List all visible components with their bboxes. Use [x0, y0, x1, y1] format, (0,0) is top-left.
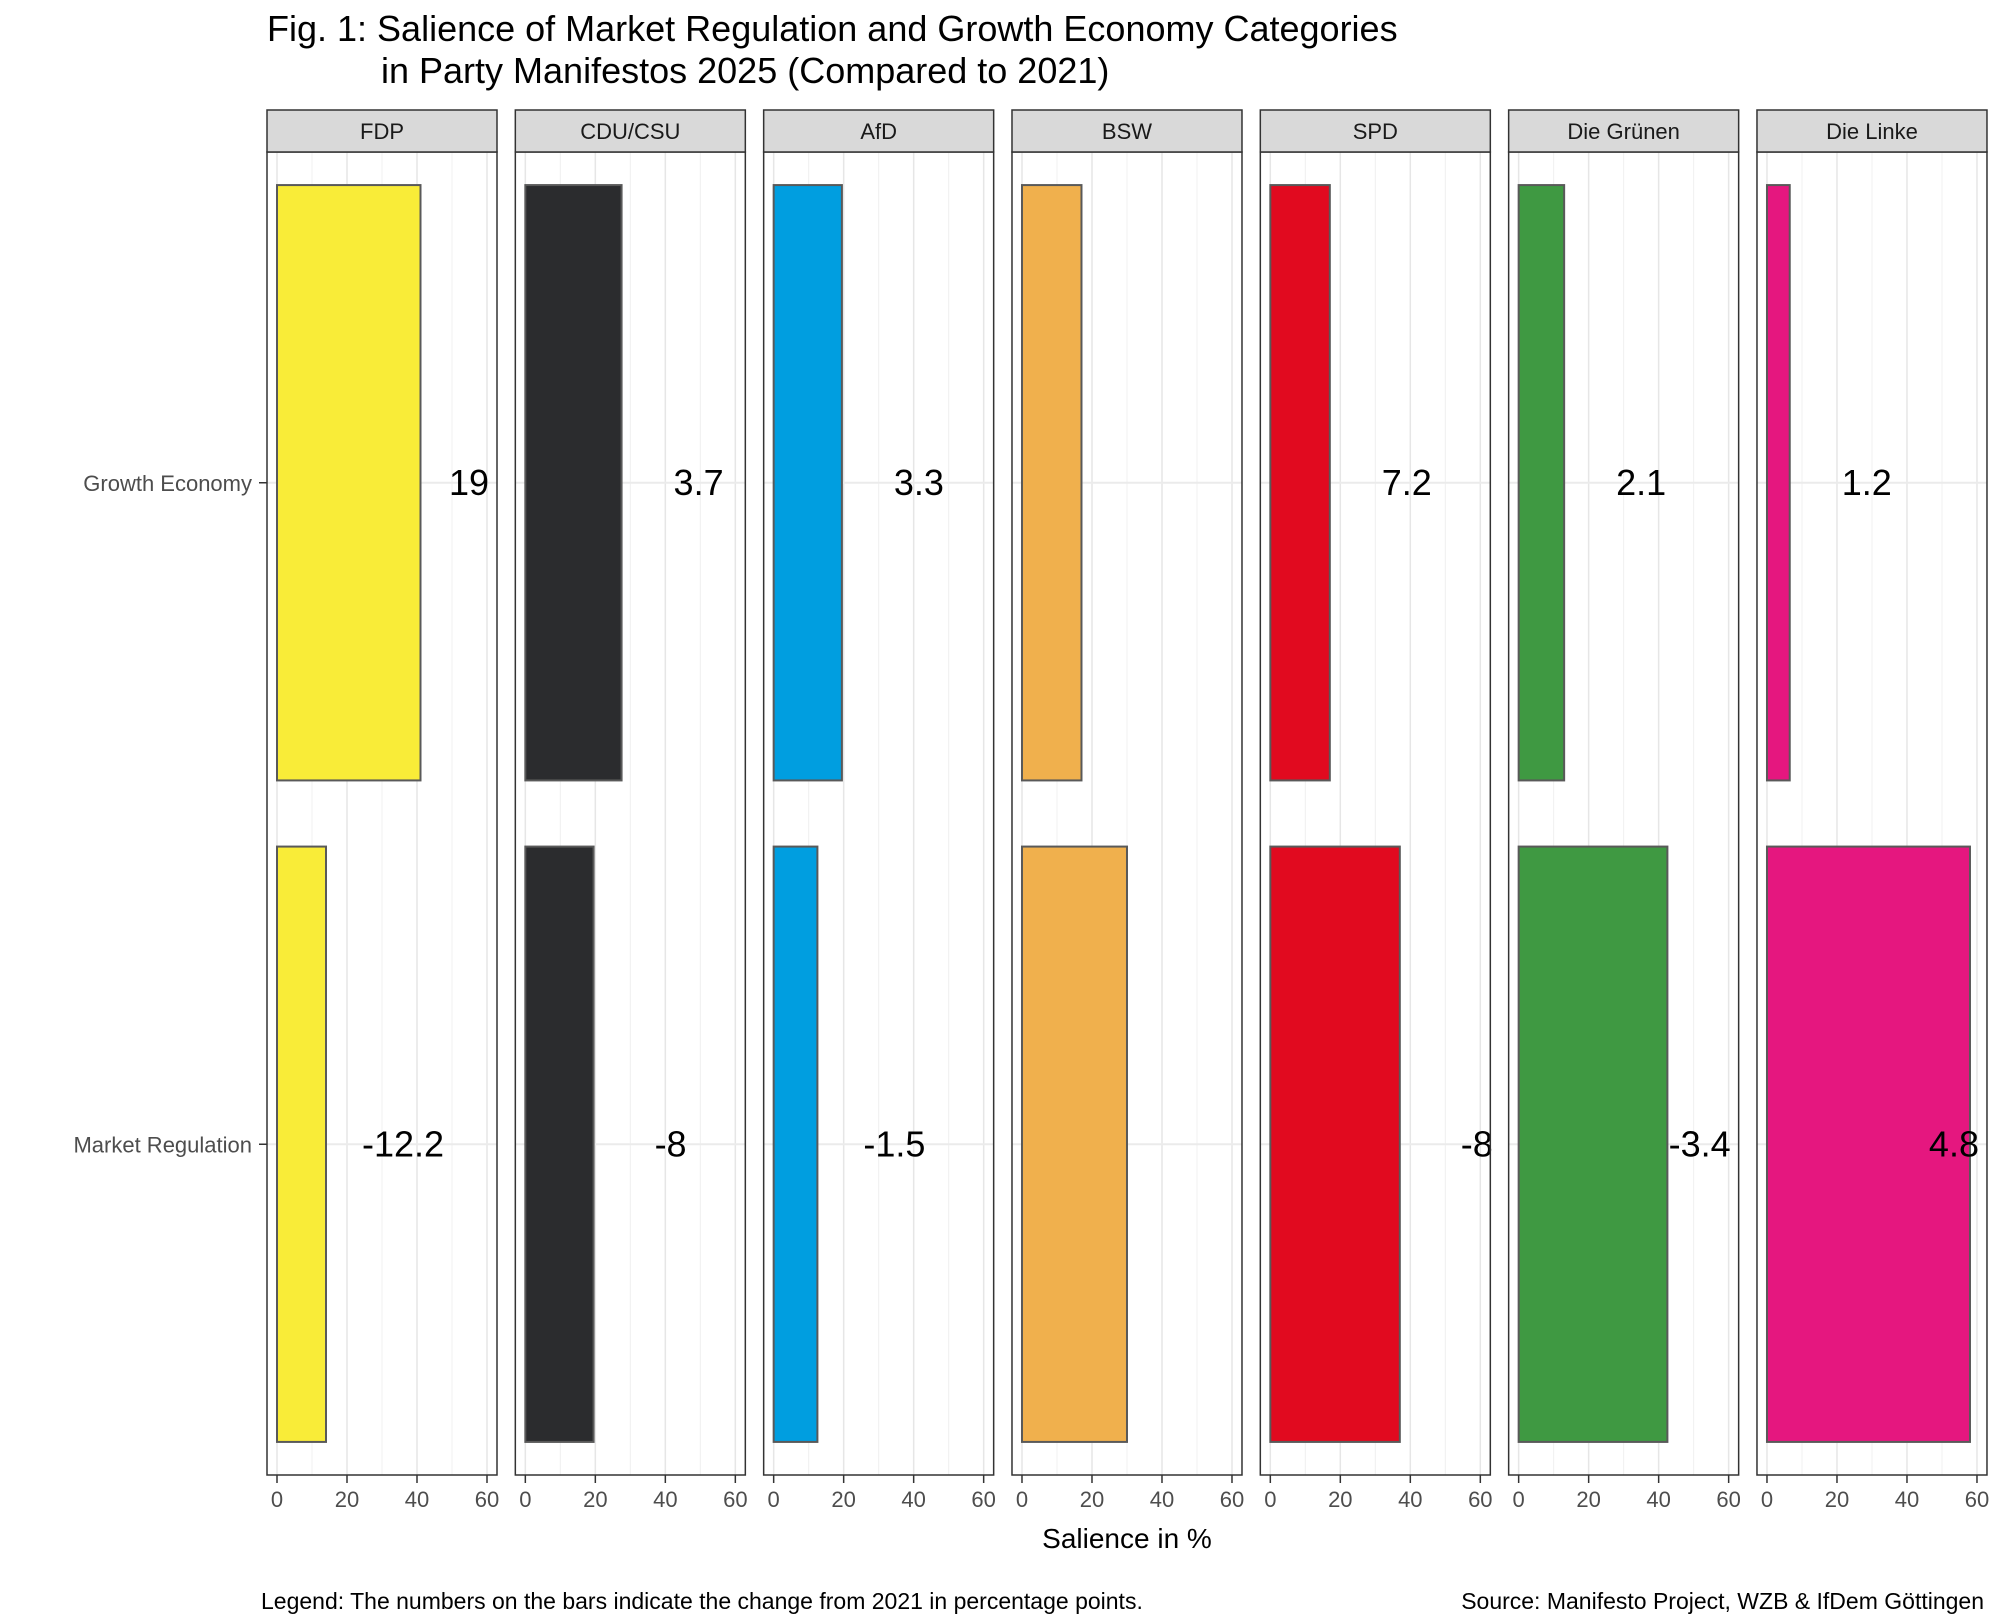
y-tick-label-growth-economy: Growth Economy [83, 471, 252, 496]
x-tick-label: 0 [1016, 1487, 1028, 1512]
strip-fdp [266, 109, 498, 153]
bar-cdu-csu-market-regulation [524, 845, 595, 1443]
strip-die-gr-nen [1507, 109, 1740, 153]
change-label-afd-growth-economy: 3.3 [894, 462, 944, 503]
strip-label-die-linke: Die Linke [1826, 119, 1918, 144]
legend-note: Legend: The numbers on the bars indicate… [261, 1588, 1143, 1614]
strip-die-linke [1756, 109, 1988, 153]
change-label-afd-market-regulation: -1.5 [863, 1123, 925, 1164]
strip-bsw [1011, 109, 1243, 153]
x-tick-label: 40 [405, 1487, 429, 1512]
x-tick-label: 60 [723, 1487, 747, 1512]
strip-spd [1259, 109, 1492, 153]
change-label-spd-market-regulation: -8 [1461, 1123, 1493, 1164]
x-tick-label: 0 [1264, 1487, 1276, 1512]
x-tick-label: 40 [1646, 1487, 1670, 1512]
x-tick-label: 60 [1716, 1487, 1740, 1512]
x-tick-label: 20 [1576, 1487, 1600, 1512]
x-tick-label: 20 [583, 1487, 607, 1512]
strip-label-bsw: BSW [1102, 119, 1152, 144]
x-tick-label: 60 [1220, 1487, 1244, 1512]
x-tick-label: 60 [971, 1487, 995, 1512]
bar-cdu-csu-growth-economy [524, 184, 623, 782]
bar-die-gr-nen-market-regulation [1517, 845, 1669, 1443]
x-tick-label: 0 [519, 1487, 531, 1512]
x-tick-label: 60 [1965, 1487, 1989, 1512]
strip-afd [762, 109, 995, 153]
x-tick-label: 40 [653, 1487, 677, 1512]
x-tick-label: 40 [1150, 1487, 1174, 1512]
x-tick-label: 0 [271, 1487, 283, 1512]
bar-die-linke-market-regulation [1765, 845, 1971, 1443]
x-tick-label: 0 [1761, 1487, 1773, 1512]
strip-label-die-gr-nen: Die Grünen [1567, 119, 1680, 144]
bar-spd-growth-economy [1269, 184, 1331, 782]
y-tick-label-market-regulation: Market Regulation [73, 1132, 252, 1157]
x-tick-label: 20 [1825, 1487, 1849, 1512]
source-note: Source: Manifesto Project, WZB & IfDem G… [1461, 1588, 1984, 1614]
x-tick-label: 60 [1468, 1487, 1492, 1512]
x-tick-label: 20 [335, 1487, 359, 1512]
x-tick-label: 20 [1328, 1487, 1352, 1512]
change-label-cdu-csu-growth-economy: 3.7 [674, 462, 724, 503]
bar-die-linke-growth-economy [1765, 184, 1791, 782]
strip-label-spd: SPD [1353, 119, 1398, 144]
change-label-die-gr-nen-market-regulation: -3.4 [1669, 1123, 1731, 1164]
bar-bsw-market-regulation [1020, 845, 1128, 1443]
x-axis-title: Salience in % [1042, 1523, 1212, 1554]
bar-die-gr-nen-growth-economy [1517, 184, 1566, 782]
bar-afd-growth-economy [772, 184, 843, 782]
x-tick-label: 40 [1398, 1487, 1422, 1512]
x-tick-label: 60 [475, 1487, 499, 1512]
strip-label-cdu-csu: CDU/CSU [580, 119, 680, 144]
bar-fdp-market-regulation [276, 845, 327, 1443]
bar-bsw-growth-economy [1020, 184, 1083, 782]
chart-title: Fig. 1: Salience of Market Regulation an… [267, 8, 1398, 92]
strip-cdu-csu [514, 109, 747, 153]
x-tick-label: 20 [1080, 1487, 1104, 1512]
x-tick-label: 0 [1513, 1487, 1525, 1512]
change-label-spd-growth-economy: 7.2 [1382, 462, 1432, 503]
change-label-fdp-growth-economy: 19 [449, 462, 489, 503]
chart-title-line1: Fig. 1: Salience of Market Regulation an… [267, 8, 1398, 49]
change-label-cdu-csu-market-regulation: -8 [655, 1123, 687, 1164]
bar-spd-market-regulation [1269, 845, 1401, 1443]
change-label-die-linke-market-regulation: 4.8 [1929, 1123, 1979, 1164]
bar-afd-market-regulation [772, 845, 819, 1443]
x-tick-label: 40 [1895, 1487, 1919, 1512]
change-label-die-gr-nen-growth-economy: 2.1 [1616, 462, 1666, 503]
x-tick-label: 0 [768, 1487, 780, 1512]
change-label-die-linke-growth-economy: 1.2 [1842, 462, 1892, 503]
change-label-fdp-market-regulation: -12.2 [362, 1123, 444, 1164]
strip-label-fdp: FDP [360, 119, 404, 144]
x-tick-label: 40 [901, 1487, 925, 1512]
strip-label-afd: AfD [860, 119, 897, 144]
bar-fdp-growth-economy [276, 184, 422, 782]
chart-title-line2: in Party Manifestos 2025 (Compared to 20… [381, 50, 1110, 91]
x-tick-label: 20 [831, 1487, 855, 1512]
